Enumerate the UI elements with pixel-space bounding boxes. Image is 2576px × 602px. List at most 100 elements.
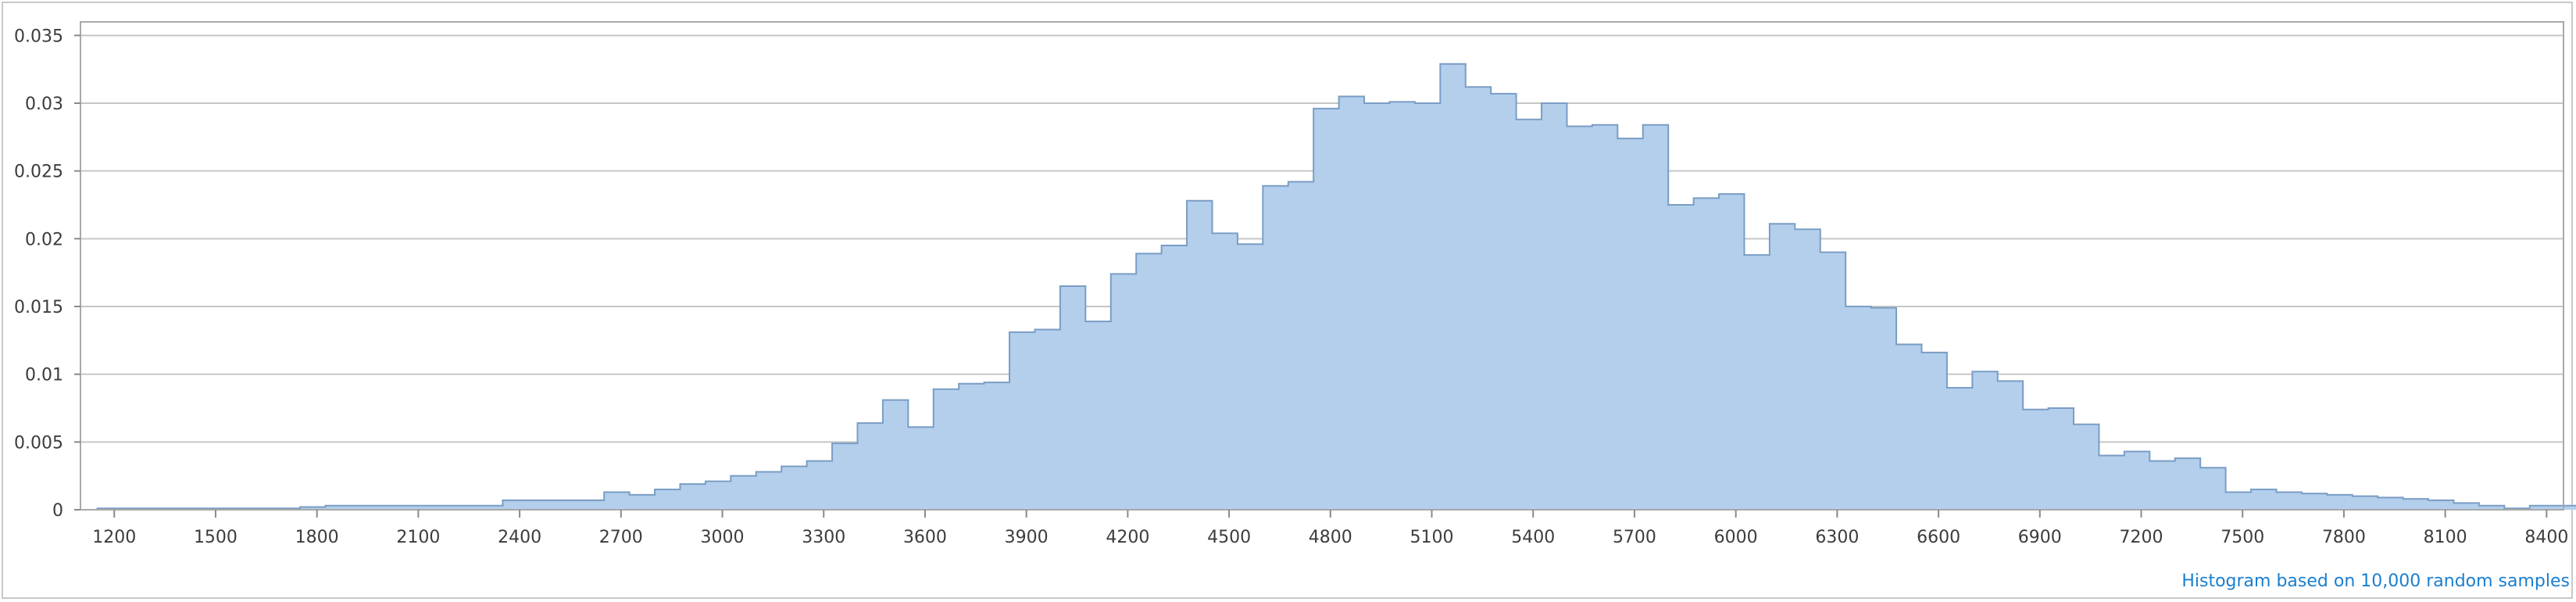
histogram-bar: [629, 494, 656, 510]
histogram-bar: [2200, 468, 2227, 510]
x-tick-label: 1200: [92, 528, 136, 547]
histogram-bar: [1313, 108, 1340, 510]
histogram-bar: [401, 505, 427, 510]
histogram-bar: [452, 505, 478, 510]
histogram-bar: [1465, 87, 1492, 510]
histogram-bar: [1516, 119, 1542, 511]
x-tick-label: 1500: [194, 528, 238, 547]
histogram-bar: [2276, 492, 2303, 510]
histogram-bar: [1567, 126, 1593, 510]
plot-border: [80, 21, 2564, 511]
histogram-bar: [1237, 244, 1263, 510]
histogram-bar: [1288, 181, 1314, 511]
histogram-bar: [1034, 329, 1061, 510]
histogram-bar: [1491, 93, 1517, 510]
x-tick-label: 4500: [1207, 528, 1251, 547]
histogram-bar: [1795, 229, 1821, 510]
histogram-bar: [731, 475, 757, 510]
footer-note: Histogram based on 10,000 random samples: [2181, 572, 2570, 591]
x-tick-label: 3600: [903, 528, 947, 547]
histogram-bar: [933, 389, 959, 510]
histogram-bar: [756, 471, 782, 510]
histogram-bar: [705, 481, 731, 510]
histogram-bar: [1896, 344, 1923, 510]
histogram-bar: [2301, 493, 2328, 510]
histogram-bar: [1972, 371, 1999, 510]
histogram-bar: [1009, 331, 1036, 510]
axes: [80, 21, 2564, 511]
histogram-bar: [604, 492, 631, 510]
histogram-bar: [2403, 499, 2429, 510]
histogram-bar: [1592, 124, 1618, 510]
histogram-bar: [2074, 424, 2100, 510]
y-tick-label: 0.03: [25, 95, 63, 114]
histogram-bar: [1820, 252, 1846, 510]
x-tick-label: 4200: [1106, 528, 1149, 547]
y-tick-label: 0.015: [14, 298, 63, 317]
histogram-bar: [2352, 496, 2378, 510]
histogram-bar: [1845, 306, 1872, 510]
x-tick-label: 6600: [1917, 528, 1960, 547]
x-tick-label: 8400: [2524, 528, 2568, 547]
histogram-bar: [2023, 409, 2049, 510]
histogram-bar: [806, 460, 833, 510]
histogram-bar: [781, 466, 808, 510]
x-axis-ticks: 1200 1500 1800 2100 2400 2700 3000 3300 3600 3900…: [92, 510, 2568, 547]
y-tick-label: 0.025: [14, 163, 63, 182]
histogram-bar: [553, 500, 580, 510]
histogram-bar: [2453, 503, 2480, 510]
histogram-bar: [350, 505, 377, 510]
histogram-bar: [376, 505, 402, 510]
histogram-bar: [1997, 381, 2024, 510]
x-tick-label: 3000: [701, 528, 745, 547]
x-tick-label: 7800: [2322, 528, 2366, 547]
x-tick-label: 3900: [1005, 528, 1049, 547]
x-tick-label: 2400: [498, 528, 541, 547]
y-tick-label: 0.035: [14, 27, 63, 46]
x-tick-label: 6300: [1815, 528, 1859, 547]
y-tick-label: 0.02: [25, 230, 63, 249]
histogram-bar: [2428, 500, 2455, 510]
histogram-bar: [1263, 185, 1289, 510]
x-tick-label: 5400: [1511, 528, 1555, 547]
histogram-bar: [578, 500, 605, 510]
histogram-bar: [1110, 274, 1137, 510]
histogram-bar: [527, 500, 554, 510]
histogram-bar: [1085, 321, 1112, 510]
histogram-bar: [1338, 96, 1365, 511]
x-tick-label: 5700: [1613, 528, 1656, 547]
y-tick-label: 0: [52, 501, 63, 521]
histogram-bar: [502, 500, 529, 510]
x-tick-label: 7200: [2120, 528, 2163, 547]
histogram-bar: [908, 427, 934, 510]
histogram-bar: [2555, 505, 2576, 510]
histogram-bar: [857, 423, 884, 510]
histogram-bar: [1617, 138, 1644, 511]
histogram-bar: [1440, 63, 1467, 510]
histogram-bar: [477, 505, 504, 510]
histogram-bar: [2174, 458, 2201, 510]
histogram-bar: [1870, 307, 1897, 510]
histogram-bar: [680, 484, 706, 510]
histogram-bar: [2124, 451, 2150, 510]
histogram-bar: [1769, 224, 1795, 510]
histogram-bar: [1642, 124, 1669, 510]
histogram-bar: [2099, 455, 2125, 510]
x-tick-label: 2700: [599, 528, 643, 547]
x-tick-label: 8100: [2424, 528, 2467, 547]
histogram-bars: [96, 63, 2576, 511]
histogram-bar: [655, 489, 681, 510]
histogram-bar: [2327, 494, 2353, 510]
x-tick-label: 3300: [802, 528, 845, 547]
x-tick-label: 7500: [2221, 528, 2264, 547]
histogram-bar: [1693, 198, 1720, 511]
histogram-bar: [2149, 460, 2176, 510]
histogram-bar: [1059, 286, 1086, 510]
histogram-bar: [1921, 352, 1948, 510]
histogram-bar: [1136, 253, 1163, 510]
histogram-outline: [96, 63, 2576, 510]
histogram-bar: [1364, 103, 1391, 510]
y-tick-label: 0.005: [14, 433, 63, 453]
histogram-bar: [882, 400, 909, 510]
